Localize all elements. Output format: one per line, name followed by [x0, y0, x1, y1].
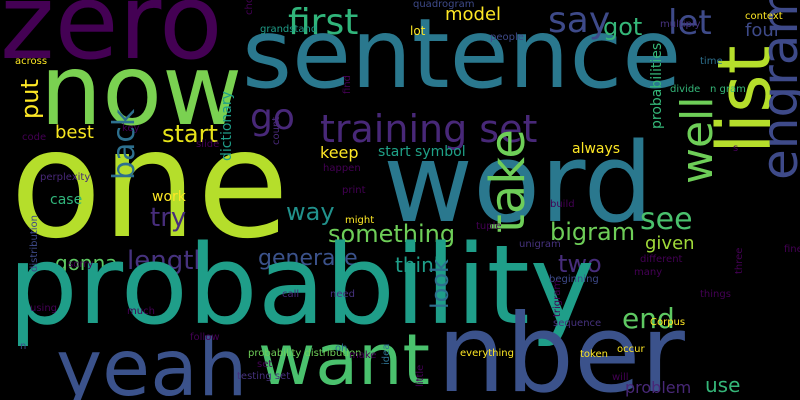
word-bigram: bigram — [550, 218, 636, 246]
word-happen: happen — [323, 163, 361, 174]
word-things: things — [700, 289, 731, 300]
word-work: work — [152, 189, 186, 205]
word-many: many — [634, 267, 663, 278]
word-across: across — [15, 56, 48, 67]
word-divide: divide — [670, 84, 701, 95]
word-idea: idea — [381, 343, 392, 365]
word-probability-distribution: probability distribution — [248, 348, 362, 359]
word-print: print — [342, 185, 366, 196]
word-training-set: training set — [320, 107, 538, 151]
word-well: well — [672, 96, 723, 184]
word-sentence: sentence — [242, 0, 682, 110]
word-much: much — [127, 306, 155, 317]
word-n-gram: n gram — [710, 84, 746, 95]
word-try: try — [150, 203, 187, 233]
word-yeah: yeah — [56, 324, 248, 400]
word-tuple: tuple — [476, 221, 502, 232]
word-something: something — [328, 220, 456, 248]
word-now: now — [40, 34, 243, 148]
word-grandstand: grandstand — [260, 24, 318, 35]
word-engram: engram — [751, 0, 800, 180]
word-given: given — [645, 233, 695, 254]
word-start: start — [162, 120, 218, 148]
word-using: using — [30, 303, 58, 314]
word-token: token — [580, 349, 608, 360]
word-always: always — [572, 141, 621, 157]
word-think: think — [395, 253, 446, 277]
word-call: call — [282, 289, 300, 300]
word-four: four — [745, 20, 782, 41]
word-might: might — [345, 215, 375, 226]
word-model: model — [445, 4, 502, 25]
word-occur: occur — [617, 344, 645, 355]
word-choice: choice — [244, 0, 255, 15]
word-key: key — [122, 123, 140, 134]
word-corpus: Corpus — [650, 317, 686, 328]
word-dictionary: dictionary — [219, 91, 235, 161]
word-beginning: beginning — [549, 274, 599, 285]
word-want: want — [258, 319, 430, 400]
word-let: let — [668, 3, 712, 43]
word-say: say — [548, 0, 611, 41]
word-sequence: sequence — [553, 318, 602, 329]
word-use: use — [705, 373, 741, 397]
word-set: set — [257, 359, 273, 370]
word-time: time — [700, 56, 723, 67]
word-keep: keep — [320, 143, 359, 162]
word-testing-set: testing set — [237, 371, 291, 382]
word-follow: follow — [190, 332, 220, 343]
word-fine: fine — [784, 244, 800, 255]
word-back: back — [107, 108, 142, 180]
word-generate: generate — [258, 246, 358, 271]
word-see: see — [640, 202, 693, 237]
word-put: put — [16, 79, 44, 119]
word-go: go — [250, 97, 295, 138]
word-sorry: sorry — [68, 259, 94, 270]
word-probability: probability — [8, 221, 595, 349]
word-way: way — [286, 198, 335, 226]
word-probabilities: probabilities — [649, 42, 665, 129]
word-oh: oh — [335, 343, 348, 354]
word-start-symbol: start symbol — [378, 144, 466, 160]
word-different: different — [640, 254, 683, 265]
word-one: one — [10, 98, 290, 272]
word-got: got — [603, 13, 643, 41]
word-people: people — [490, 32, 524, 43]
word-quadrogram: quadrogram — [413, 0, 475, 10]
word-s: s — [733, 143, 739, 154]
word-will: will — [612, 372, 629, 383]
word-build: build — [550, 199, 575, 210]
word-best: best — [55, 122, 94, 143]
word-take: take — [480, 129, 536, 233]
word-case: case — [50, 192, 83, 208]
word-code: code — [22, 132, 47, 143]
word-gonna: gonna — [55, 251, 118, 275]
word-everything: everything — [460, 348, 514, 359]
word-lot: lot — [410, 24, 426, 38]
word-slide: slide — [196, 139, 220, 150]
word-little: little — [415, 364, 426, 387]
word-length: length — [127, 246, 210, 276]
word-trigram: trigram — [552, 279, 563, 317]
word-nber: nber — [437, 292, 685, 400]
word-end: end — [622, 302, 675, 335]
word-three: three — [734, 247, 745, 274]
word-first: first — [288, 2, 359, 43]
word-zero: zero — [0, 0, 223, 83]
word-perplexity: perplexity — [40, 172, 91, 183]
word-problem: problem — [625, 378, 692, 397]
word-word: word — [383, 119, 654, 247]
word-need: need — [330, 289, 355, 300]
word-distribution: distribution — [29, 215, 40, 272]
word-two: two — [558, 250, 602, 278]
word-unigram: unigram — [519, 239, 561, 250]
word-context: context — [745, 11, 783, 22]
word-multiply: multiply — [660, 19, 701, 30]
word-count: count — [271, 116, 282, 145]
word-make: make — [349, 350, 377, 361]
word-n: n — [20, 341, 27, 352]
word-find: find — [342, 75, 353, 94]
